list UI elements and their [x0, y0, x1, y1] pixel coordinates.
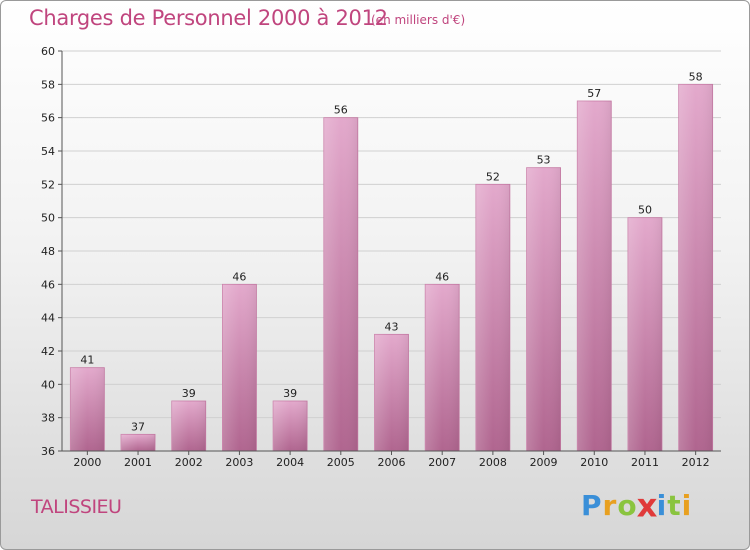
y-tick-label: 42	[41, 345, 55, 358]
y-tick-label: 56	[41, 112, 55, 125]
bar-shine	[678, 84, 713, 451]
data-label: 39	[182, 387, 196, 400]
logo-letter: i	[656, 489, 668, 522]
logo-letter: i	[681, 489, 693, 522]
bar-shine	[273, 401, 308, 451]
x-tick-label: 2011	[631, 456, 659, 469]
x-tick-label: 2004	[276, 456, 304, 469]
bar-shine	[222, 284, 257, 451]
data-label: 50	[638, 204, 652, 217]
data-label: 43	[385, 320, 399, 333]
data-label: 46	[232, 270, 246, 283]
bar-shine	[627, 217, 662, 451]
data-label: 53	[537, 154, 551, 167]
logo-letter: r	[602, 489, 618, 522]
chart-title: Charges de Personnel 2000 à 2012	[29, 6, 388, 30]
x-tick-label: 2012	[682, 456, 710, 469]
x-tick-label: 2001	[124, 456, 152, 469]
bar-shine	[475, 184, 510, 452]
x-tick-label: 2003	[225, 456, 253, 469]
x-tick-label: 2005	[327, 456, 355, 469]
data-label: 46	[435, 270, 449, 283]
y-tick-label: 48	[41, 245, 55, 258]
y-tick-label: 46	[41, 278, 55, 291]
x-tick-label: 2000	[73, 456, 101, 469]
proxiti-logo: Proxiti	[581, 486, 693, 525]
bar-shine	[374, 334, 409, 451]
bar-shine	[425, 284, 460, 451]
data-label: 58	[689, 70, 703, 83]
bar-shine	[526, 167, 561, 451]
data-label: 41	[80, 354, 94, 367]
x-tick-label: 2002	[175, 456, 203, 469]
y-tick-label: 44	[41, 312, 55, 325]
y-tick-label: 40	[41, 378, 55, 391]
x-tick-label: 2008	[479, 456, 507, 469]
logo-letter: P	[581, 489, 603, 522]
bar-shine	[171, 401, 206, 451]
data-label: 39	[283, 387, 297, 400]
y-tick-label: 36	[41, 445, 55, 458]
chart-subtitle: (en milliers d'€)	[371, 13, 466, 27]
y-tick-label: 54	[41, 145, 55, 158]
y-tick-label: 50	[41, 212, 55, 225]
bar-shine	[121, 434, 156, 451]
bar-shine	[323, 117, 358, 452]
x-tick-label: 2007	[428, 456, 456, 469]
x-tick-label: 2009	[530, 456, 558, 469]
x-tick-label: 2006	[378, 456, 406, 469]
logo-letter: o	[617, 489, 638, 522]
bar-shine	[70, 367, 105, 451]
x-tick-label: 2010	[580, 456, 608, 469]
data-label: 37	[131, 420, 145, 433]
commune-name: TALISSIEU	[31, 496, 122, 518]
data-label: 56	[334, 104, 348, 117]
logo-letter: x	[636, 486, 659, 525]
data-label: 52	[486, 170, 500, 183]
y-tick-label: 52	[41, 178, 55, 191]
y-tick-label: 38	[41, 412, 55, 425]
bar-shine	[577, 101, 612, 451]
y-tick-label: 60	[41, 45, 55, 58]
y-tick-label: 58	[41, 78, 55, 91]
data-label: 57	[587, 87, 601, 100]
logo-letter: t	[667, 489, 682, 522]
